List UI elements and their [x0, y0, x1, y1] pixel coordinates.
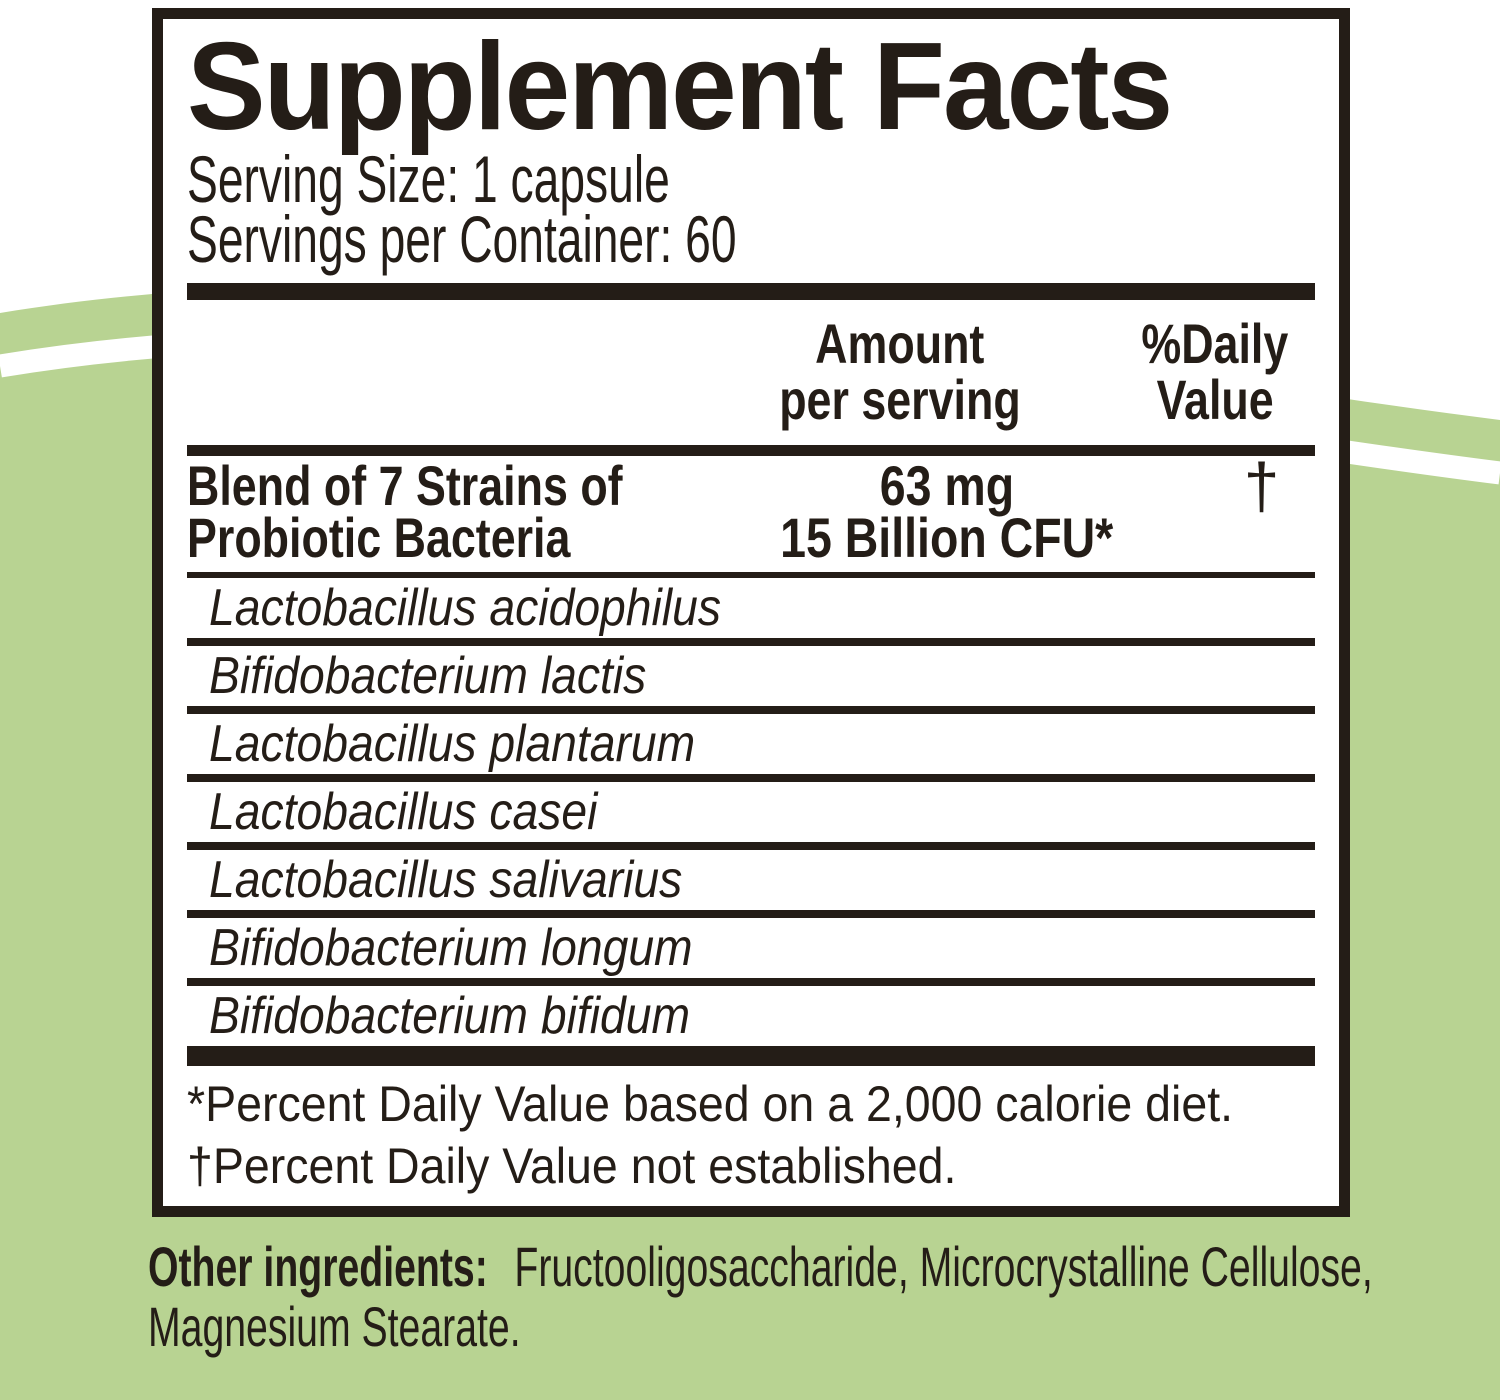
strain-row: Bifidobacterium bifidum — [187, 986, 1315, 1046]
blend-name: Blend of 7 Strains of Probiotic Bacteria — [187, 454, 623, 569]
divider-rule-thin — [187, 572, 1315, 578]
strain-row: Lactobacillus casei — [187, 782, 1315, 850]
blend-amount: 63 mg 15 Billion CFU* — [779, 454, 1114, 569]
footnotes: *Percent Daily Value based on a 2,000 ca… — [187, 1073, 1315, 1197]
column-header-row: Amount per serving %Daily Value — [187, 300, 1315, 445]
column-header-amount: Amount per serving — [779, 312, 1021, 431]
footnote-asterisk: *Percent Daily Value based on a 2,000 ca… — [187, 1076, 1234, 1132]
divider-bar-thick-bottom — [187, 1046, 1315, 1066]
blend-daily-value-dagger: † — [1243, 450, 1280, 522]
strain-row: Lactobacillus plantarum — [187, 714, 1315, 782]
serving-info: Serving Size: 1 capsule Servings per Con… — [187, 142, 1315, 276]
servings-per-container-line: Servings per Container: 60 — [187, 202, 737, 276]
strain-row: Bifidobacterium longum — [187, 918, 1315, 986]
supplement-facts-panel: Supplement Facts Serving Size: 1 capsule… — [152, 8, 1350, 1217]
strain-row: Lactobacillus acidophilus — [187, 578, 1315, 646]
strain-name: Lactobacillus casei — [209, 783, 598, 841]
column-header-daily-value: %Daily Value — [1141, 312, 1289, 431]
strain-row: Bifidobacterium lactis — [187, 646, 1315, 714]
divider-bar-medium — [187, 445, 1315, 456]
strain-name: Bifidobacterium bifidum — [209, 987, 691, 1045]
other-ingredients: Other ingredients: Fructooligosaccharide,… — [148, 1237, 1380, 1357]
other-ingredients-text: Fructooligosaccharide, Microcrystalline … — [514, 1235, 1373, 1298]
other-ingredients-line2: Magnesium Stearate. — [148, 1295, 521, 1358]
blend-row: Blend of 7 Strains of Probiotic Bacteria… — [187, 454, 1315, 569]
strain-name: Lactobacillus acidophilus — [209, 579, 721, 637]
footnote-dagger: †Percent Daily Value not established. — [187, 1138, 957, 1194]
strain-name: Lactobacillus salivarius — [209, 851, 683, 909]
divider-bar-thick-top — [187, 283, 1315, 300]
strain-row: Lactobacillus salivarius — [187, 850, 1315, 918]
column-header-spacer — [187, 316, 685, 428]
other-ingredients-label: Other ingredients: — [148, 1235, 488, 1298]
panel-title: Supplement Facts — [187, 25, 1315, 149]
strain-name: Bifidobacterium longum — [209, 919, 693, 977]
strain-name: Lactobacillus plantarum — [209, 715, 696, 773]
strain-list: Lactobacillus acidophilus Bifidobacteriu… — [187, 578, 1315, 1046]
panel-title-text: Supplement Facts — [187, 18, 1173, 156]
strain-name: Bifidobacterium lactis — [209, 647, 647, 705]
serving-size-line: Serving Size: 1 capsule — [187, 142, 670, 216]
other-ingredients-line1: Other ingredients: Fructooligosaccharide,… — [148, 1237, 1380, 1297]
